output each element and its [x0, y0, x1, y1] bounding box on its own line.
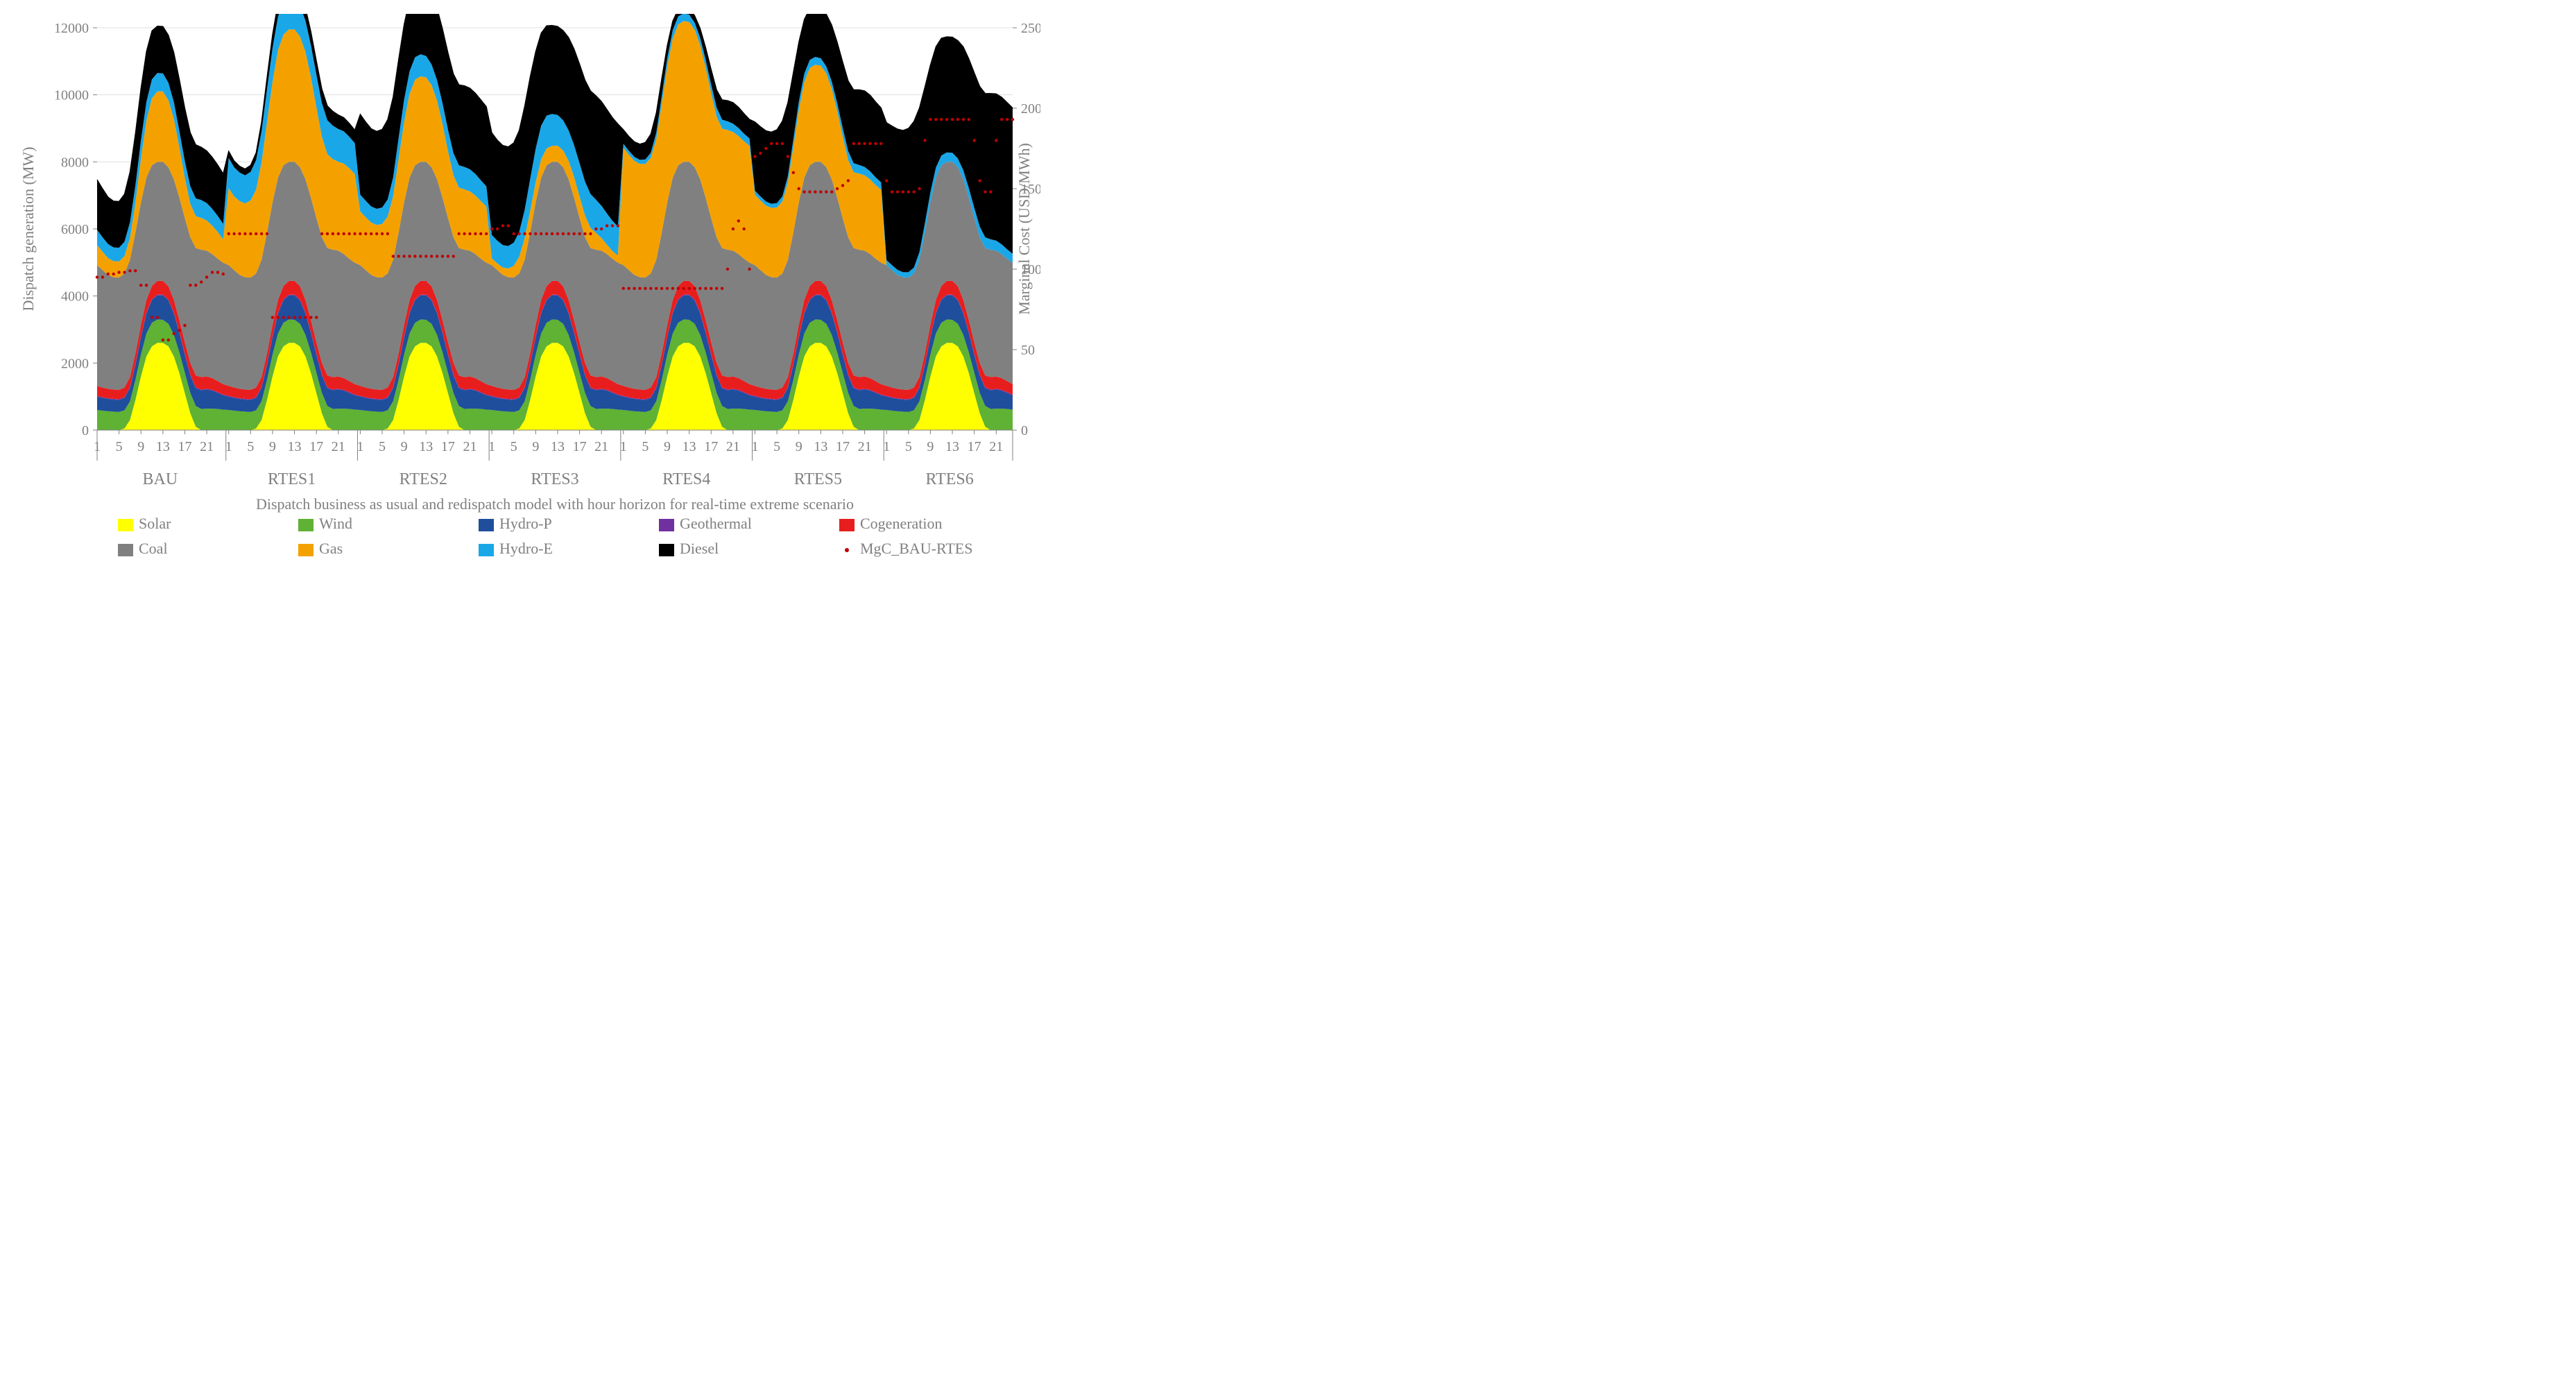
- y-right-tick: 200: [1021, 101, 1040, 117]
- legend-item: Hydro-P: [479, 515, 552, 532]
- scenario-label: RTES3: [531, 470, 578, 488]
- legend-swatch: [298, 544, 314, 556]
- y-right-tick: 0: [1021, 423, 1028, 438]
- hour-tick: 17: [178, 439, 191, 454]
- legend-swatch: [659, 519, 674, 531]
- legend-item: MgC_BAU-RTES: [845, 540, 972, 557]
- hour-tick: 17: [836, 439, 850, 454]
- y-left-tick: 8000: [61, 155, 89, 170]
- legend-label: Hydro-E: [499, 540, 553, 557]
- hour-tick: 17: [573, 439, 587, 454]
- hour-tick: 17: [309, 439, 323, 454]
- hour-tick: 5: [642, 439, 649, 454]
- y-left-tick: 12000: [54, 21, 89, 36]
- hour-tick: 21: [726, 439, 740, 454]
- hour-tick: 13: [288, 439, 302, 454]
- legend-label: Solar: [139, 515, 171, 532]
- hour-tick: 9: [927, 439, 934, 454]
- y-right-label: Marginal Cost (USD/MWh): [1015, 143, 1033, 315]
- hour-tick: 13: [682, 439, 696, 454]
- hour-tick: 17: [704, 439, 718, 454]
- hour-tick: 9: [137, 439, 144, 454]
- scenario-label: RTES2: [400, 470, 447, 488]
- legend-swatch: [479, 519, 494, 531]
- legend-item: Gas: [298, 540, 343, 557]
- hour-tick: 9: [269, 439, 276, 454]
- y-left-label: Dispatch generation (MW): [19, 146, 37, 311]
- hour-tick: 21: [594, 439, 608, 454]
- hour-tick: 21: [463, 439, 476, 454]
- y-right-tick: 250: [1021, 21, 1040, 36]
- legend-item: Solar: [118, 515, 171, 532]
- hour-tick: 9: [796, 439, 802, 454]
- chart-container: 0200040006000800010000120000501001502002…: [14, 14, 1040, 617]
- chart-svg: 0200040006000800010000120000501001502002…: [14, 14, 1040, 617]
- hour-tick: 17: [441, 439, 455, 454]
- legend-label: Diesel: [680, 540, 719, 557]
- hour-tick: 5: [116, 439, 123, 454]
- y-left-tick: 4000: [61, 289, 89, 305]
- legend-item: Wind: [298, 515, 352, 532]
- legend-item: Hydro-E: [479, 540, 553, 557]
- hour-tick: 5: [905, 439, 912, 454]
- legend-label: Hydro-P: [499, 515, 552, 532]
- hour-tick: 5: [510, 439, 517, 454]
- hour-tick: 5: [247, 439, 254, 454]
- scenario-label: RTES4: [662, 470, 710, 488]
- legend-dot: [845, 548, 849, 552]
- legend-label: Cogeneration: [860, 515, 943, 532]
- legend-swatch: [118, 544, 133, 556]
- legend-label: Wind: [319, 515, 352, 532]
- hour-tick: 13: [945, 439, 959, 454]
- x-subtitle: Dispatch business as usual and redispatc…: [256, 495, 854, 513]
- y-left-tick: 2000: [61, 356, 89, 371]
- legend-label: Gas: [319, 540, 343, 557]
- legend-item: Diesel: [659, 540, 719, 557]
- hour-tick: 9: [532, 439, 539, 454]
- hour-tick: 13: [814, 439, 827, 454]
- hour-tick: 21: [989, 439, 1003, 454]
- hour-tick: 9: [401, 439, 408, 454]
- legend-item: Geothermal: [659, 515, 752, 532]
- legend-label: Coal: [139, 540, 168, 557]
- hour-tick: 5: [773, 439, 780, 454]
- scenario-label: BAU: [143, 470, 178, 488]
- legend: Solar Wind Hydro-P Geothermal Cogeneration Co…: [118, 515, 972, 557]
- hour-tick: 13: [419, 439, 433, 454]
- y-right-tick: 50: [1021, 343, 1035, 358]
- scenario-label: RTES6: [925, 470, 973, 488]
- legend-swatch: [479, 544, 494, 556]
- y-left-tick: 0: [82, 423, 89, 438]
- hour-tick: 21: [858, 439, 872, 454]
- legend-item: Coal: [118, 540, 168, 557]
- hour-tick: 9: [664, 439, 671, 454]
- legend-label: Geothermal: [680, 515, 752, 532]
- y-left-tick: 6000: [61, 222, 89, 237]
- hour-tick: 13: [156, 439, 170, 454]
- hour-tick: 17: [968, 439, 981, 454]
- legend-swatch: [659, 544, 674, 556]
- legend-swatch: [298, 519, 314, 531]
- hour-tick: 5: [379, 439, 386, 454]
- legend-swatch: [118, 519, 133, 531]
- hour-tick: 13: [551, 439, 565, 454]
- scenario-label: RTES5: [794, 470, 842, 488]
- legend-swatch: [839, 519, 855, 531]
- stacked-areas: [97, 14, 1013, 430]
- scenario-label: RTES1: [268, 470, 316, 488]
- hour-tick: 21: [200, 439, 214, 454]
- y-left-tick: 10000: [54, 88, 89, 103]
- legend-item: Cogeneration: [839, 515, 943, 532]
- hour-tick: 21: [332, 439, 345, 454]
- legend-label: MgC_BAU-RTES: [860, 540, 972, 557]
